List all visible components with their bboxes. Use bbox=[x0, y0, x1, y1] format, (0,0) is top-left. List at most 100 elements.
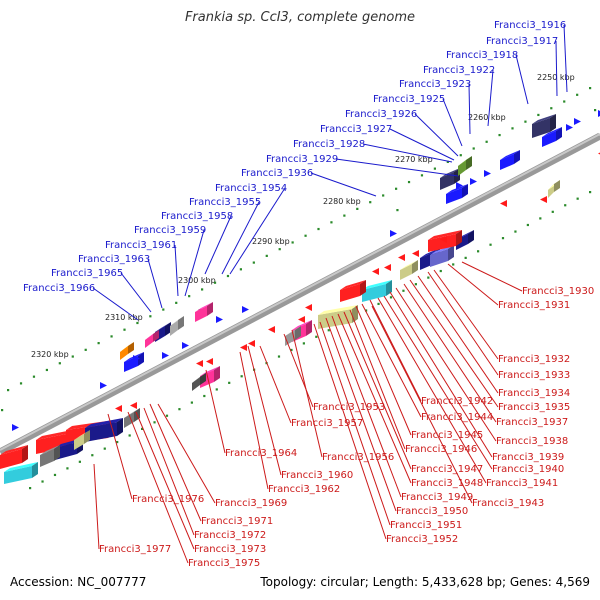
tick-dot bbox=[459, 154, 462, 157]
gene-block bbox=[340, 280, 366, 302]
tick-dot bbox=[128, 434, 131, 437]
gene-label-top: Francci3_1963 bbox=[78, 254, 150, 265]
tick-dot bbox=[45, 368, 48, 372]
gene-block bbox=[446, 184, 468, 204]
tick-dot bbox=[110, 335, 113, 338]
gene-label-top: Francci3_1929 bbox=[266, 154, 338, 165]
reverse-gene-arrow bbox=[298, 316, 305, 323]
tick-dot bbox=[563, 100, 566, 103]
reverse-gene-arrow bbox=[372, 268, 379, 275]
gene-label-bottom: Francci3_1937 bbox=[496, 417, 568, 428]
tick-dot bbox=[29, 487, 32, 490]
gene-label-bottom: Francci3_1956 bbox=[322, 452, 394, 463]
tick-dot bbox=[501, 237, 505, 240]
tick-dot bbox=[576, 197, 579, 200]
tick-label: 2270 kbp bbox=[395, 155, 433, 164]
tick-dot bbox=[550, 107, 553, 110]
gene-block bbox=[428, 230, 462, 252]
reverse-gene-arrow bbox=[412, 250, 419, 257]
tick-dot bbox=[7, 389, 10, 392]
label-leader bbox=[369, 299, 422, 402]
label-leader bbox=[487, 69, 494, 127]
gene-label-bottom: Francci3_1964 bbox=[225, 448, 297, 459]
label-leader bbox=[107, 413, 133, 500]
label-leader bbox=[147, 258, 163, 309]
label-leader bbox=[135, 411, 195, 550]
gene-label-bottom: Francci3_1950 bbox=[396, 506, 468, 517]
tick-dot bbox=[162, 308, 165, 311]
gene-label-top: Francci3_1958 bbox=[161, 211, 233, 222]
gene-label-bottom: Francci3_1977 bbox=[99, 544, 171, 555]
tick-dot bbox=[464, 256, 467, 259]
label-leader bbox=[120, 272, 152, 313]
tick-dot bbox=[589, 87, 592, 90]
gene-label-bottom: Francci3_1938 bbox=[496, 436, 568, 447]
tick-dot bbox=[153, 421, 156, 424]
tick-dot bbox=[226, 274, 230, 278]
forward-gene-arrow bbox=[133, 355, 140, 362]
tick-dot bbox=[213, 281, 217, 284]
reverse-gene-arrow bbox=[196, 360, 203, 367]
label-leader bbox=[239, 351, 269, 490]
gene-label-bottom: Francci3_1933 bbox=[498, 370, 570, 381]
gene-block bbox=[542, 127, 562, 147]
tick-labels: 2250 kbp 2260 kbp 2270 kbp 2280 kbp 2290 kbp… bbox=[31, 73, 575, 359]
reverse-gene-arrow bbox=[248, 340, 255, 347]
tick-dot bbox=[178, 408, 181, 411]
reverse-gene-arrow bbox=[384, 264, 391, 271]
gene-label-top: Francci3_1917 bbox=[486, 36, 558, 47]
gene-block bbox=[500, 150, 520, 170]
forward-gene-arrow bbox=[566, 124, 573, 131]
label-leader bbox=[319, 321, 391, 526]
gene-label-bottom: Francci3_1932 bbox=[498, 354, 570, 365]
reverse-gene-arrow bbox=[240, 344, 247, 351]
gene-label-top: Francci3_1955 bbox=[189, 197, 261, 208]
tick-label: 2310 kbp bbox=[105, 313, 143, 322]
tick-dot bbox=[188, 295, 191, 298]
accession-text: Accession: NC_007777 bbox=[10, 575, 147, 589]
tick-dot bbox=[165, 414, 169, 417]
tick-dot bbox=[239, 268, 242, 271]
reverse-gene-arrow bbox=[305, 304, 312, 311]
tick-dot bbox=[365, 309, 368, 312]
label-leader bbox=[389, 291, 493, 458]
tick-dot bbox=[265, 254, 268, 257]
tick-dot bbox=[190, 401, 193, 404]
gene-label-bottom: Francci3_1934 bbox=[498, 388, 570, 399]
forward-gene-arrow bbox=[12, 424, 19, 431]
gene-label-bottom: Francci3_1942 bbox=[421, 396, 493, 407]
tick-dot bbox=[356, 207, 359, 210]
gene-block bbox=[120, 342, 134, 360]
reverse-gene-arrow bbox=[130, 402, 137, 409]
forward-gene-arrow bbox=[162, 352, 169, 359]
forward-gene-arrow bbox=[100, 382, 107, 389]
tick-label: 2300 kbp bbox=[178, 276, 216, 285]
label-leader bbox=[383, 295, 493, 470]
gene-label-bottom: Francci3_1976 bbox=[132, 494, 204, 505]
reverse-gene-arrow bbox=[500, 200, 507, 207]
label-leader bbox=[403, 283, 497, 423]
tick-dot bbox=[414, 283, 417, 286]
gene-label-top: Francci3_1916 bbox=[494, 20, 566, 31]
tick-label: 2280 kbp bbox=[323, 197, 361, 206]
label-leader bbox=[157, 403, 216, 504]
tick-dot bbox=[1, 409, 4, 412]
tick-dot bbox=[302, 342, 305, 345]
gene-label-bottom: Francci3_1930 bbox=[522, 286, 594, 297]
gene-label-bottom: Francci3_1953 bbox=[313, 402, 385, 413]
gene-label-bottom: Francci3_1939 bbox=[492, 452, 564, 463]
gene-label-bottom: Francci3_1949 bbox=[401, 492, 473, 503]
label-leader bbox=[389, 128, 455, 161]
label-leader bbox=[143, 407, 195, 536]
summary-text: Topology: circular; Length: 5,433,628 bp… bbox=[260, 575, 590, 589]
tick-dot bbox=[71, 355, 74, 358]
tick-dot bbox=[551, 210, 554, 213]
gene-label-bottom: Francci3_1973 bbox=[194, 544, 266, 555]
tick-dot bbox=[317, 227, 320, 231]
label-leader bbox=[313, 323, 387, 540]
gene-label-bottom: Francci3_1944 bbox=[421, 412, 493, 423]
forward-gene-arrow bbox=[390, 230, 397, 237]
forward-gene-arrow bbox=[470, 178, 477, 185]
tick-dot bbox=[377, 302, 380, 306]
